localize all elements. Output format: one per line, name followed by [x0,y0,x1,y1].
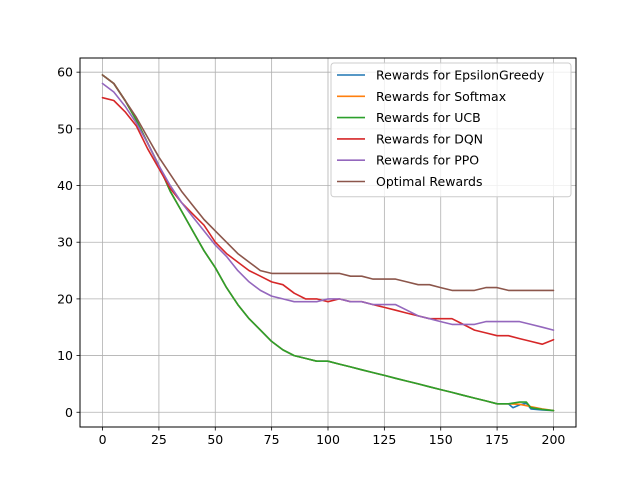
x-tick-label: 25 [151,432,167,447]
legend-label-5: Optimal Rewards [376,174,483,189]
x-tick-label: 0 [99,432,107,447]
legend-label-3: Rewards for DQN [376,131,483,146]
axis-ticks: 0 25 50 75 100 125 150 175 200 0 10 20 30 40 50 60 [57,65,565,447]
y-tick-label: 50 [57,121,73,136]
legend-label-2: Rewards for UCB [376,110,481,125]
x-tick-label: 125 [372,432,396,447]
x-tick-label: 200 [542,432,566,447]
series-line-4 [101,82,555,331]
legend: Rewards for EpsilonGreedy Rewards for Sof… [330,62,572,198]
y-tick-label: 40 [57,178,73,193]
legend-label-0: Rewards for EpsilonGreedy [376,68,545,83]
x-tick-label: 150 [429,432,453,447]
y-tick-label: 10 [57,348,73,363]
y-tick-label: 0 [65,405,73,420]
x-tick-label: 75 [264,432,280,447]
legend-label-4: Rewards for PPO [376,153,479,168]
y-tick-label: 60 [57,65,73,80]
series-lines [101,74,555,412]
series-line-2 [101,74,555,412]
legend-label-1: Rewards for Softmax [376,89,506,104]
x-tick-label: 50 [207,432,223,447]
x-tick-label: 100 [316,432,340,447]
y-tick-label: 20 [57,291,73,306]
y-tick-label: 30 [57,235,73,250]
legend-box [330,62,572,198]
x-tick-label: 175 [485,432,509,447]
series-line-5 [101,74,555,292]
